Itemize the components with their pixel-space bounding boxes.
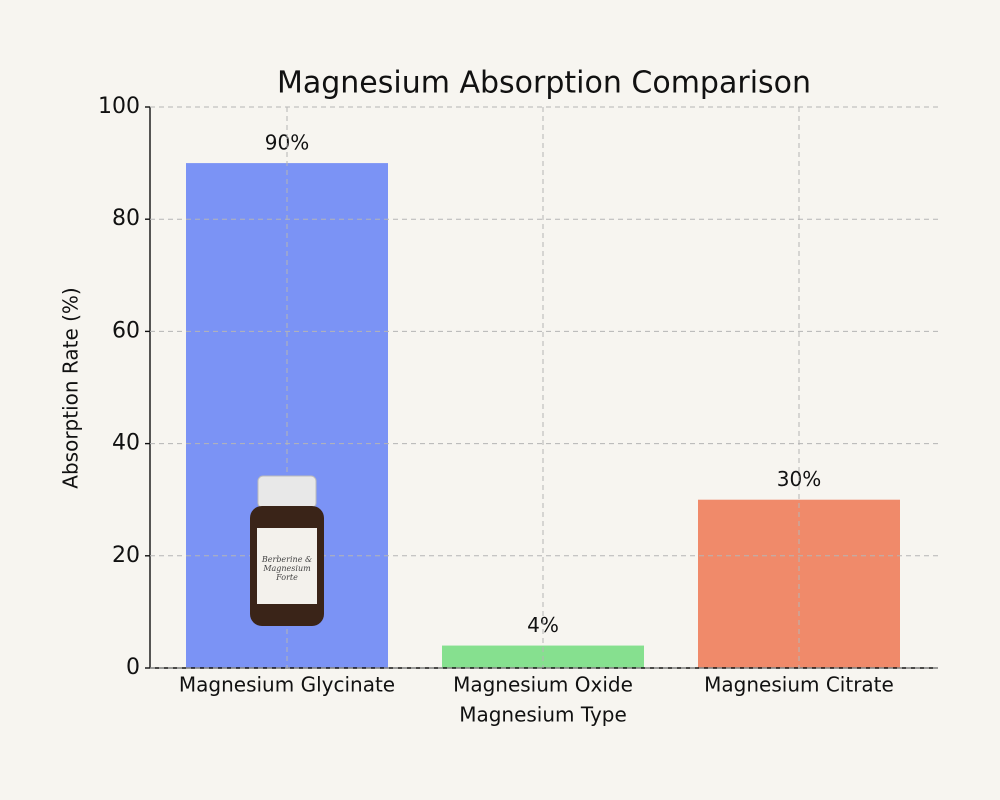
product-image: Berberine & Magnesium Forte [250, 475, 324, 626]
y-tick-label: 60 [112, 318, 140, 343]
bottle-label-text-box: Berberine & Magnesium Forte [261, 555, 313, 582]
grid [150, 106, 938, 669]
x-tick-label: Magnesium Citrate [704, 673, 894, 697]
y-tick-label: 100 [98, 94, 140, 119]
bottle-label-text: Berberine & Magnesium Forte [261, 555, 313, 582]
x-axis-label: Magnesium Type [459, 703, 627, 727]
y-tick-label: 20 [112, 543, 140, 568]
y-axis-label: Absorption Rate (%) [59, 287, 83, 488]
bottle-cap [257, 475, 317, 509]
chart-title: Magnesium Absorption Comparison [277, 66, 811, 101]
y-tick-label: 40 [112, 431, 140, 456]
x-tick-label: Magnesium Glycinate [179, 673, 395, 697]
y-tick-label: 0 [126, 655, 140, 680]
x-tick-label: Magnesium Oxide [453, 673, 633, 697]
bottle-label [257, 528, 317, 604]
y-tick-label: 80 [112, 206, 140, 231]
